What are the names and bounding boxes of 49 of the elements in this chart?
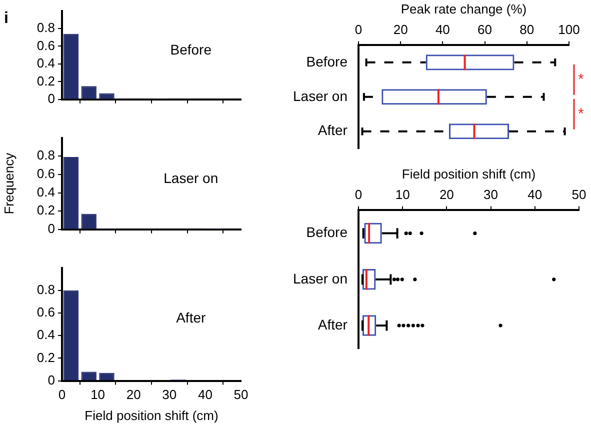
x-axis-title: Field position shift (cm) <box>84 408 218 423</box>
y-tick-label: 0.6 <box>36 304 55 320</box>
y-tick-label: 0.8 <box>36 148 55 163</box>
x-tick-label: 80 <box>520 22 534 37</box>
text: * <box>578 105 584 122</box>
y-tick-label: Laser on <box>293 270 348 286</box>
y-tick-label: 0.4 <box>36 184 55 200</box>
y-tick-label: Laser on <box>293 88 348 104</box>
y-tick-label: 0.4 <box>36 327 55 342</box>
x-tick-label: 50 <box>572 186 586 202</box>
text: i <box>4 10 8 28</box>
y-tick-label: 0.8 <box>36 20 55 36</box>
y-tick-label: Before <box>306 53 348 70</box>
x-tick-label: 20 <box>393 22 408 37</box>
x-tick-label: 40 <box>528 186 542 202</box>
x-tick-label: 30 <box>162 387 177 402</box>
y-axis-title: Frequency <box>1 152 16 214</box>
x-axis-title: Field position shift (cm) <box>402 166 536 182</box>
y-tick-label: 0.2 <box>36 202 55 218</box>
x-tick-label: 0 <box>354 22 362 37</box>
x-tick-label: 50 <box>234 387 248 402</box>
x-tick-label: 40 <box>198 387 212 402</box>
annotation: Laser on <box>164 170 218 186</box>
y-tick-label: After <box>318 316 348 332</box>
text: * <box>578 70 584 88</box>
y-tick-label: 0.6 <box>36 166 55 182</box>
x-tick-label: 0 <box>354 186 362 202</box>
y-tick-label: 0.2 <box>36 350 55 365</box>
y-tick-label: 0 <box>48 372 55 388</box>
x-tick-label: 20 <box>439 186 454 202</box>
y-tick-label: Before <box>306 224 348 240</box>
x-tick-label: 10 <box>90 387 106 402</box>
x-tick-label: 60 <box>478 22 492 37</box>
x-tick-label: 10 <box>395 186 410 202</box>
y-tick-label: 0 <box>48 90 55 106</box>
y-tick-label: 0 <box>48 220 55 236</box>
x-axis-title: Peak rate change (%) <box>400 1 527 16</box>
y-tick-label: 0.2 <box>36 73 55 88</box>
x-tick-label: 100 <box>558 22 580 37</box>
y-tick-label: 0.6 <box>36 38 55 53</box>
y-tick-label: After <box>318 122 348 138</box>
x-tick-label: 0 <box>58 387 66 402</box>
annotation: After <box>176 310 206 326</box>
y-tick-label: 0.8 <box>36 282 55 297</box>
x-tick-label: 20 <box>126 387 141 402</box>
y-tick-label: 0.4 <box>36 56 55 71</box>
x-tick-label: 30 <box>484 186 498 202</box>
annotation: Before <box>170 42 212 58</box>
x-tick-label: 40 <box>435 22 450 37</box>
